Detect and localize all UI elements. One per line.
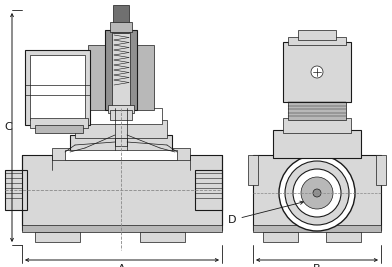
Bar — [30, 55, 85, 120]
Bar — [70, 135, 172, 153]
Text: A: A — [118, 264, 126, 267]
Bar — [110, 110, 132, 120]
Bar — [65, 150, 177, 160]
Bar — [140, 232, 185, 242]
Bar — [115, 138, 127, 146]
Bar — [273, 130, 361, 158]
Bar — [283, 118, 351, 133]
Bar — [35, 125, 83, 133]
Bar — [288, 37, 346, 45]
Bar — [248, 155, 258, 185]
Bar — [283, 42, 351, 102]
Bar — [35, 232, 80, 242]
Circle shape — [301, 177, 333, 209]
Circle shape — [279, 155, 355, 231]
Bar — [326, 232, 361, 242]
Bar — [288, 100, 346, 120]
Bar — [113, 5, 129, 33]
Bar — [253, 155, 381, 230]
Bar — [22, 225, 222, 232]
Bar — [110, 22, 132, 32]
Text: D: D — [228, 201, 303, 225]
Bar — [5, 170, 27, 210]
Bar — [80, 108, 162, 124]
Text: C: C — [4, 122, 12, 132]
Bar — [88, 45, 108, 110]
Circle shape — [313, 189, 321, 197]
Circle shape — [293, 169, 341, 217]
Bar — [108, 105, 134, 113]
Bar — [22, 155, 222, 230]
Bar — [195, 170, 222, 210]
Circle shape — [285, 161, 349, 225]
Bar — [75, 120, 167, 138]
Bar — [263, 232, 298, 242]
Bar — [112, 28, 130, 113]
Text: B: B — [313, 264, 321, 267]
Bar — [376, 155, 386, 185]
Bar — [25, 50, 90, 125]
Bar — [134, 45, 154, 110]
Bar — [298, 30, 336, 40]
Bar — [30, 118, 88, 128]
Bar — [105, 30, 137, 110]
Bar — [253, 225, 381, 232]
Bar — [52, 148, 190, 160]
Circle shape — [311, 66, 323, 78]
